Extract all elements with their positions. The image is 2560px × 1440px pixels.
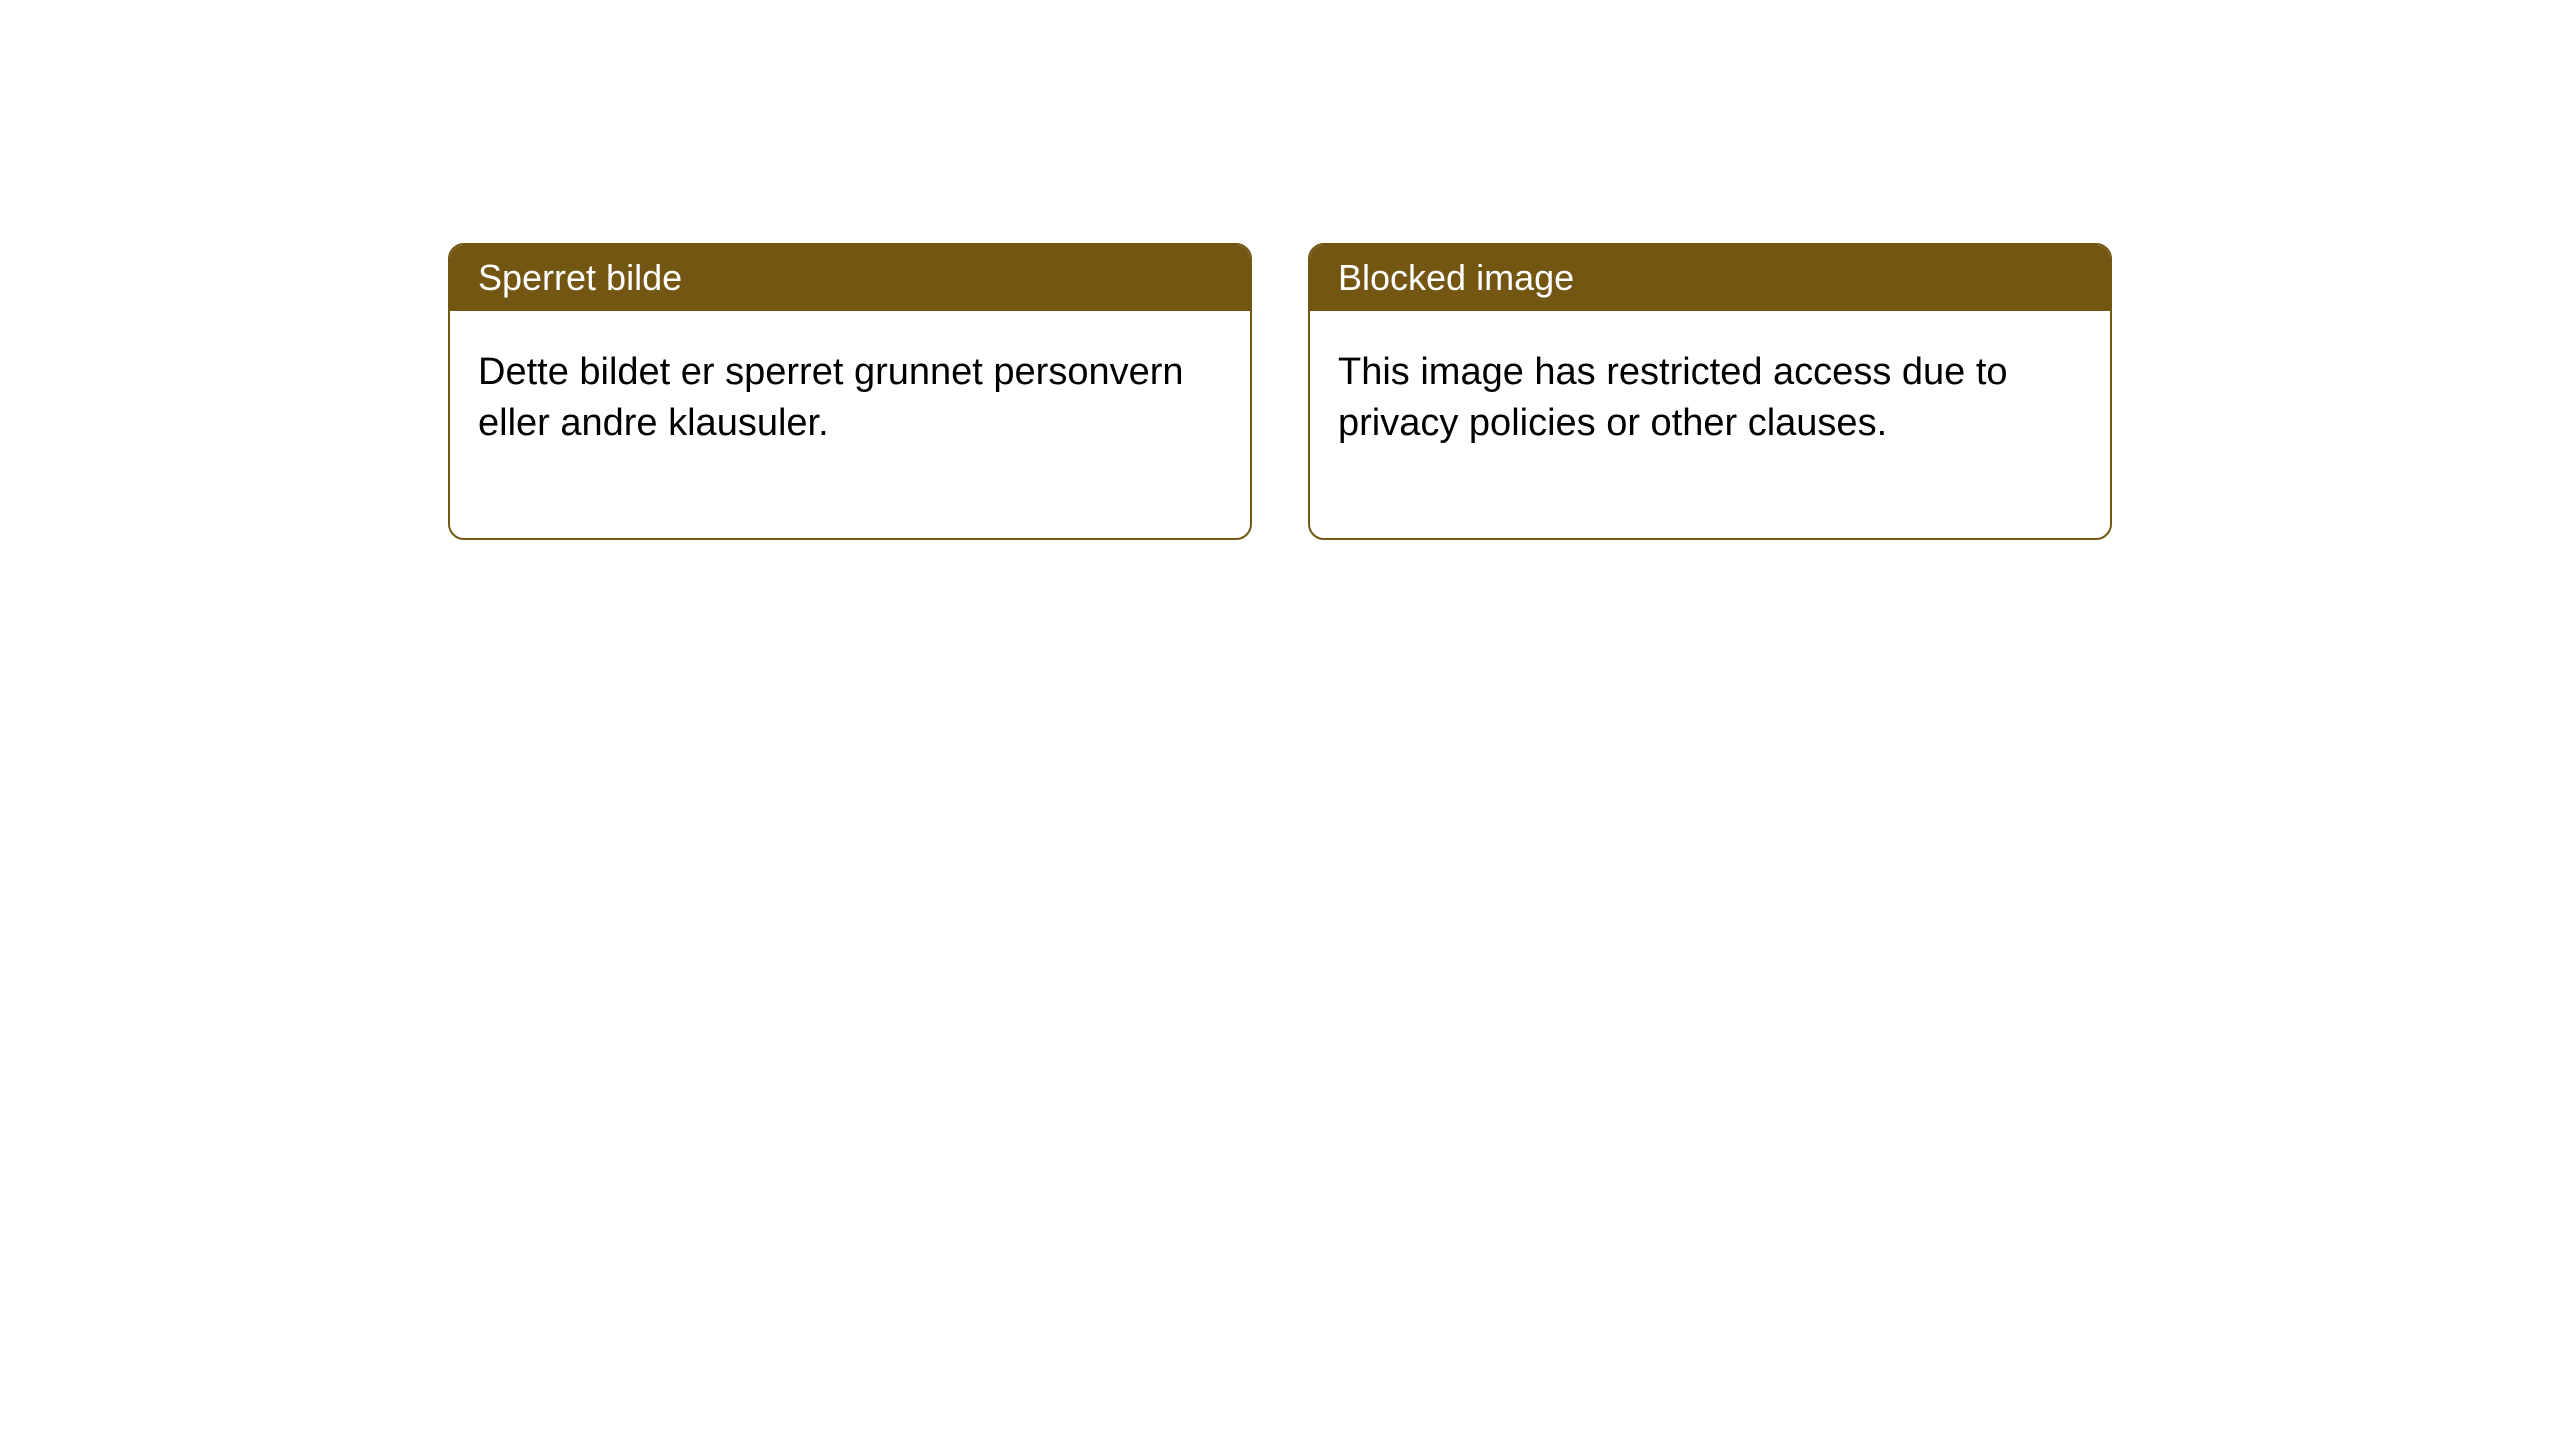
notice-card-norwegian: Sperret bilde Dette bildet er sperret gr… xyxy=(448,243,1252,540)
card-header: Blocked image xyxy=(1310,245,2110,311)
card-body-text: This image has restricted access due to … xyxy=(1338,351,2008,444)
notice-container: Sperret bilde Dette bildet er sperret gr… xyxy=(0,0,2560,540)
card-body-text: Dette bildet er sperret grunnet personve… xyxy=(478,351,1184,444)
card-header: Sperret bilde xyxy=(450,245,1250,311)
card-body: This image has restricted access due to … xyxy=(1310,311,2110,538)
notice-card-english: Blocked image This image has restricted … xyxy=(1308,243,2112,540)
card-title: Blocked image xyxy=(1338,257,1574,298)
card-title: Sperret bilde xyxy=(478,257,682,298)
card-body: Dette bildet er sperret grunnet personve… xyxy=(450,311,1250,538)
